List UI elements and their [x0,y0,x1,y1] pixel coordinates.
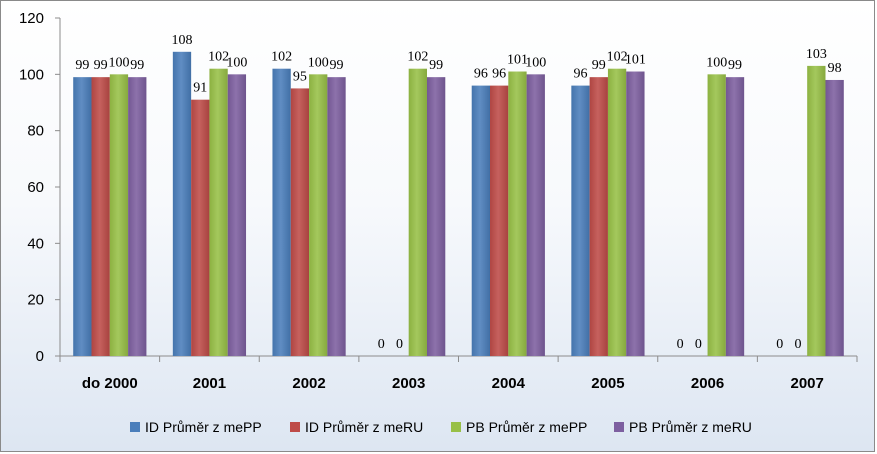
legend-swatch [130,422,140,432]
bar [571,85,590,356]
data-label: 100 [226,55,247,70]
bar [490,85,509,356]
x-tick-label: 2007 [791,375,824,392]
data-label: 99 [592,58,606,73]
x-tick-label: 2003 [392,375,425,392]
legend: ID Průměr z mePP ID Průměr z meRU PB Průmě… [130,419,752,435]
bar [725,77,745,357]
legend-label: ID Průměr z meRU [305,419,423,435]
data-label: 0 [378,337,385,352]
data-label: 100 [308,55,329,70]
data-label: 101 [625,53,646,68]
bar [471,85,491,356]
x-tick-label: do 2000 [82,375,138,392]
bars [73,51,844,357]
legend-swatch [290,422,300,432]
legend-swatch [614,422,624,432]
y-tick-label: 40 [27,235,44,252]
data-label: 99 [728,58,742,73]
bar [109,74,129,356]
data-label: 99 [94,58,108,73]
x-tick-label: 2005 [591,375,624,392]
data-label: 91 [193,81,207,96]
x-tick-label: 2004 [492,375,526,392]
y-tick-label: 0 [36,348,44,365]
data-label: 0 [776,337,783,352]
data-label: 0 [795,337,802,352]
legend-swatch [451,422,461,432]
y-tick-label: 20 [27,292,44,309]
data-label: 96 [573,67,587,82]
data-label: 98 [828,61,842,76]
data-label: 100 [706,55,727,70]
y-tick-label: 100 [19,66,44,83]
bar [508,71,527,357]
data-label: 102 [407,50,428,65]
bar [191,99,210,356]
data-label: 100 [525,55,546,70]
data-label: 99 [429,58,443,73]
data-label: 99 [130,58,144,73]
x-tick-label: 2006 [691,375,724,392]
bar [526,74,545,356]
data-label: 99 [330,58,344,73]
bar [825,79,844,356]
bar [607,68,627,356]
bar [408,68,427,356]
bar [73,77,92,357]
legend-label: PB Průměr z meRU [629,419,752,435]
bar [227,74,247,356]
bar [807,65,826,356]
bar [589,77,608,357]
data-label: 0 [677,337,684,352]
bar [91,77,110,357]
data-label: 103 [806,47,827,62]
data-label: 0 [695,337,702,352]
data-label: 99 [75,58,89,73]
data-label: 96 [492,67,506,82]
bar [128,77,147,357]
data-label: 0 [396,337,403,352]
y-tick-label: 120 [19,10,44,27]
data-label: 102 [271,50,292,65]
data-label: 96 [474,67,488,82]
legend-label: PB Průměr z mePP [466,419,587,435]
bar [209,68,228,356]
x-tick-label: 2001 [193,375,226,392]
bar [626,71,645,357]
data-label: 100 [108,55,129,70]
data-label: 102 [208,50,229,65]
data-label: 101 [507,53,528,68]
y-tick-label: 80 [27,123,44,140]
legend-label: ID Průměr z mePP [145,419,262,435]
data-label: 95 [293,69,307,84]
bar [426,77,446,357]
data-label: 108 [171,33,192,48]
x-tick-label: 2002 [292,375,325,392]
bar [272,68,291,356]
bar [290,88,310,357]
bar [309,74,328,356]
bar [172,51,192,357]
bar [707,74,726,356]
bar [327,77,346,357]
data-label: 102 [607,50,628,65]
y-tick-label: 60 [27,179,44,196]
